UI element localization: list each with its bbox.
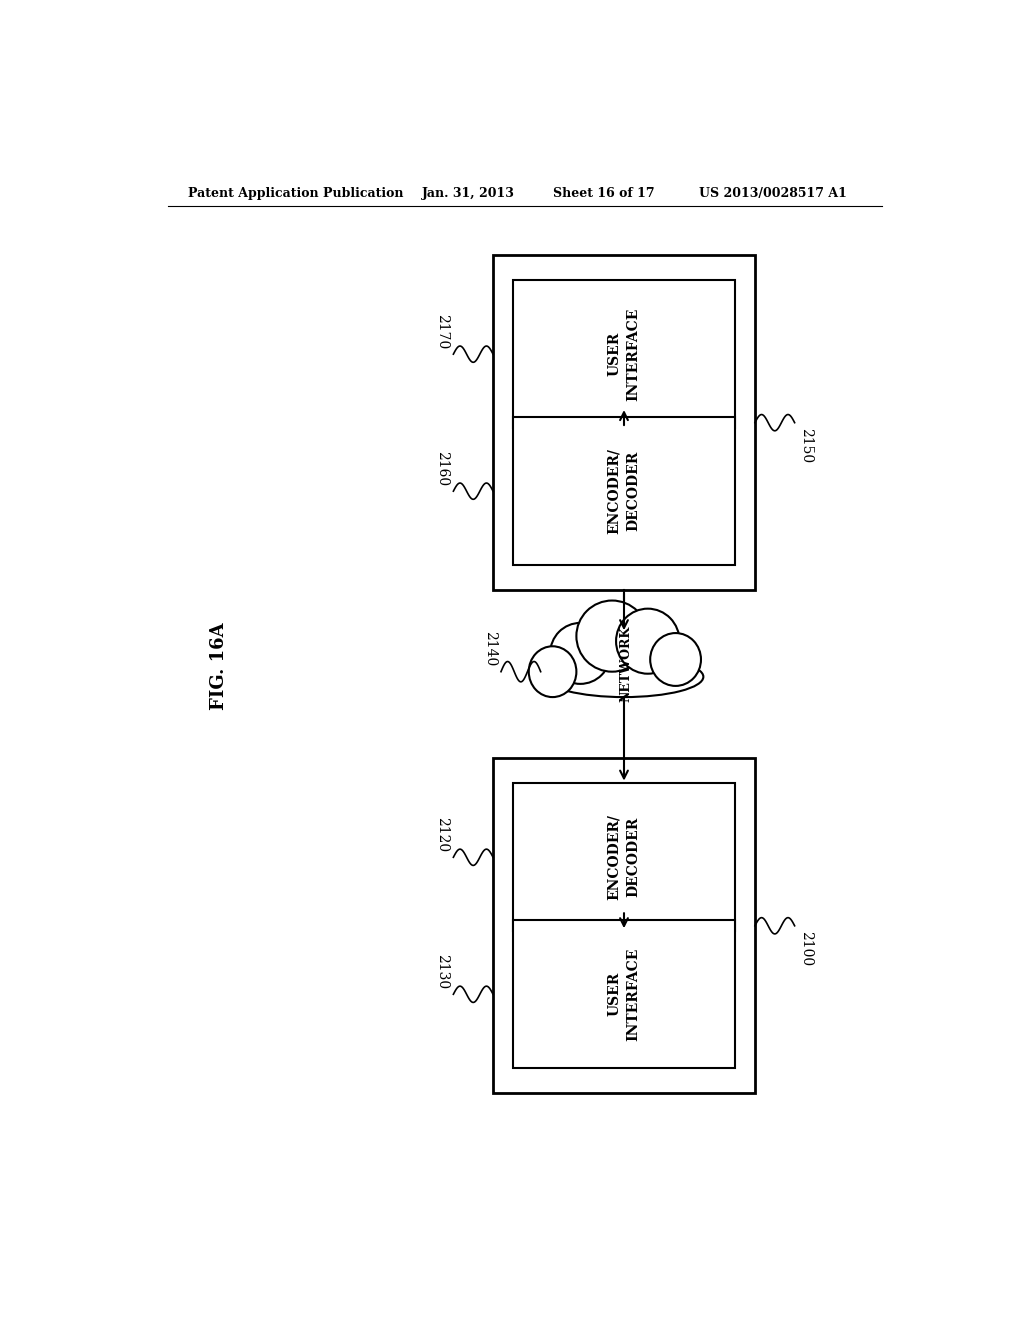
Ellipse shape <box>545 656 703 697</box>
Text: FIG. 16A: FIG. 16A <box>210 623 228 710</box>
Ellipse shape <box>528 647 577 697</box>
Text: 2160: 2160 <box>435 451 450 486</box>
Ellipse shape <box>650 634 701 686</box>
Text: 2150: 2150 <box>799 428 813 463</box>
Text: Jan. 31, 2013: Jan. 31, 2013 <box>422 187 514 201</box>
Text: 2130: 2130 <box>435 954 450 989</box>
Ellipse shape <box>616 609 680 673</box>
Text: 2170: 2170 <box>435 314 450 348</box>
Bar <box>513 417 735 565</box>
Text: ENCODER/
DECODER: ENCODER/ DECODER <box>607 449 641 535</box>
Text: Patent Application Publication: Patent Application Publication <box>187 187 403 201</box>
Bar <box>513 280 735 428</box>
Text: 2120: 2120 <box>435 817 450 853</box>
Text: USER
INTERFACE: USER INTERFACE <box>607 308 641 401</box>
Ellipse shape <box>577 601 648 672</box>
Text: Sheet 16 of 17: Sheet 16 of 17 <box>553 187 654 201</box>
Bar <box>513 920 735 1068</box>
Text: ENCODER/
DECODER: ENCODER/ DECODER <box>607 814 641 900</box>
Bar <box>494 758 755 1093</box>
Text: 2100: 2100 <box>799 931 813 966</box>
Ellipse shape <box>550 623 610 684</box>
Text: US 2013/0028517 A1: US 2013/0028517 A1 <box>699 187 847 201</box>
Text: NETWORK: NETWORK <box>620 626 632 702</box>
Bar <box>513 784 735 931</box>
Bar <box>494 255 755 590</box>
Text: 2140: 2140 <box>483 631 497 667</box>
Text: USER
INTERFACE: USER INTERFACE <box>607 948 641 1041</box>
